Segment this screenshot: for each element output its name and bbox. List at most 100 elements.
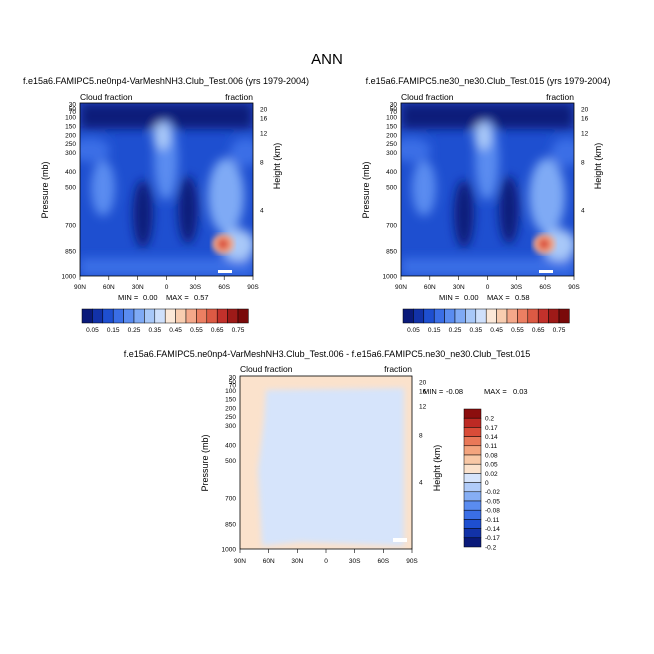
panel-c-colorbar: 0.2 0.17 0.14 0.11 0.08 0.05 0.02 0 -0.0… <box>463 408 500 551</box>
panel-b-xtick: 90S <box>568 284 580 291</box>
panel-c-max-value: 0.03 <box>513 387 528 396</box>
panel-a-y2tick: 16 <box>260 116 268 123</box>
panel-b-tropical-anvil <box>474 122 492 150</box>
panel-a-y2axis: 20 16 12 8 4 Height (km) <box>260 107 282 215</box>
colorbar-swatch <box>463 463 482 474</box>
panel-b-min-value: 0.00 <box>464 293 479 302</box>
panel-a-colorbar: 0.05 0.15 0.25 0.35 0.45 0.55 0.65 0.75 <box>81 308 249 334</box>
colorbar-swatch <box>92 308 104 324</box>
panel-c-cbar-label: -0.2 <box>485 544 497 551</box>
colorbar-swatch <box>517 308 529 324</box>
panel-a-ytick: 1000 <box>62 274 77 281</box>
panel-c-y2axis: 20 16 12 8 4 Height (km) <box>419 380 442 492</box>
colorbar-swatch <box>402 308 414 324</box>
panel-b-xtick: 0 <box>486 284 490 291</box>
colorbar-swatch <box>463 500 482 511</box>
panel-c-ytick: 1000 <box>222 547 237 554</box>
panel-difference: f.e15a6.FAMIPC5.ne0np4-VarMeshNH3.Club_T… <box>124 349 531 565</box>
panel-a-ytick: 30 <box>69 102 77 109</box>
colorbar-swatch <box>112 308 124 324</box>
panel-c-y2tick: 12 <box>419 404 427 411</box>
panel-b-cbar-label: 0.75 <box>553 327 566 334</box>
panel-b-subsidence-south <box>499 176 519 244</box>
panel-b-yaxis: 30 50 70 100 150 200 250 300 400 500 700… <box>361 102 397 281</box>
colorbar-swatch <box>463 482 482 493</box>
colorbar-swatch <box>485 308 497 324</box>
panel-b-ytick: 30 <box>390 102 398 109</box>
colorbar-swatch <box>164 308 176 324</box>
panel-a-left-label: Cloud fraction <box>80 92 133 102</box>
panel-c-ytick: 70 <box>229 383 237 390</box>
panel-b-colorbar: 0.05 0.15 0.25 0.35 0.45 0.55 0.65 0.75 <box>402 308 570 334</box>
panel-c-ytick: 500 <box>225 458 236 465</box>
panel-a-ytick: 50 <box>69 106 77 113</box>
panel-b-ytick: 700 <box>386 223 397 230</box>
panel-c-title: f.e15a6.FAMIPC5.ne0np4-VarMeshNH3.Club_T… <box>124 349 531 359</box>
panel-b-cbar-label: 0.65 <box>532 327 545 334</box>
colorbar-swatch <box>465 308 477 324</box>
panel-c-ytick: 200 <box>225 406 236 413</box>
panel-a-y2tick: 4 <box>260 208 264 215</box>
colorbar-swatch <box>413 308 425 324</box>
colorbar-swatch <box>463 537 482 548</box>
colorbar-swatch <box>175 308 187 324</box>
panel-a-max-core <box>217 238 229 250</box>
panel-c-cbar-label: -0.14 <box>485 526 500 533</box>
panel-a-xtick: 90N <box>74 284 86 291</box>
colorbar-swatch <box>496 308 508 324</box>
panel-c-xtick: 30S <box>349 558 361 565</box>
panel-model-b: f.e15a6.FAMIPC5.ne30_ne30.Club_Test.015 … <box>361 76 610 334</box>
panel-c-xtick: 60N <box>263 558 275 565</box>
panel-c-cbar-label: 0.14 <box>485 434 498 441</box>
colorbar-swatch <box>227 308 239 324</box>
panel-b-y2axis: 20 16 12 8 4 Height (km) <box>581 107 603 215</box>
colorbar-swatch <box>463 427 482 437</box>
panel-c-ytick: 250 <box>225 414 236 421</box>
panel-b-xtick: 60S <box>539 284 551 291</box>
panel-a-ytick: 850 <box>65 249 76 256</box>
panel-b-midlat-south <box>529 158 565 234</box>
panel-b-ytick: 400 <box>386 169 397 176</box>
panel-a-missing-data <box>218 270 232 273</box>
panel-b-cbar-label: 0.05 <box>407 327 420 334</box>
colorbar-swatch <box>558 308 570 324</box>
panel-b-xaxis: 90N 60N 30N 0 30S 60S 90S <box>395 276 580 291</box>
figure-title: ANN <box>311 51 343 68</box>
colorbar-swatch <box>102 308 114 324</box>
panel-b-boundary-layer <box>401 258 574 276</box>
panel-c-min-value: -0.08 <box>446 387 463 396</box>
panel-c-cbar-label: 0.08 <box>485 452 498 459</box>
colorbar-swatch <box>444 308 456 324</box>
panel-b-title: f.e15a6.FAMIPC5.ne30_ne30.Club_Test.015 … <box>366 76 611 86</box>
panel-b-cbar-label: 0.45 <box>490 327 503 334</box>
panel-c-cbar-label: -0.05 <box>485 498 500 505</box>
panel-c-xtick: 60S <box>378 558 390 565</box>
panel-b-xtick: 30S <box>511 284 523 291</box>
panel-a-ytick: 500 <box>65 185 76 192</box>
panel-b-ytick: 100 <box>386 115 397 122</box>
panel-a-cbar-label: 0.25 <box>128 327 141 334</box>
panel-b-subsidence-north <box>454 180 474 248</box>
panel-c-xtick: 90N <box>234 558 246 565</box>
panel-a-subsidence-north <box>133 180 153 248</box>
panel-b-right-label: fraction <box>546 92 574 102</box>
panel-a-xtick: 30S <box>190 284 202 291</box>
colorbar-swatch <box>463 509 482 520</box>
panel-b-y2tick: 12 <box>581 131 589 138</box>
colorbar-swatch <box>123 308 135 324</box>
panel-c-cbar-label: 0.05 <box>485 462 498 469</box>
panel-a-ytick: 200 <box>65 133 76 140</box>
panel-a-field <box>80 103 253 276</box>
panel-a-ytick: 700 <box>65 223 76 230</box>
panel-c-cbar-label: 0 <box>485 480 489 487</box>
panel-b-cbar-label: 0.25 <box>449 327 462 334</box>
panel-a-cbar-label: 0.75 <box>232 327 245 334</box>
panel-b-max-label: MAX = <box>487 293 512 302</box>
colorbar-swatch <box>154 308 166 324</box>
panel-b-cloud-np <box>401 138 431 162</box>
panel-a-tropical-anvil <box>153 122 171 150</box>
panel-a-ytick: 70 <box>69 109 77 116</box>
panel-c-ytick: 700 <box>225 496 236 503</box>
panel-c-right-label: fraction <box>384 364 412 374</box>
